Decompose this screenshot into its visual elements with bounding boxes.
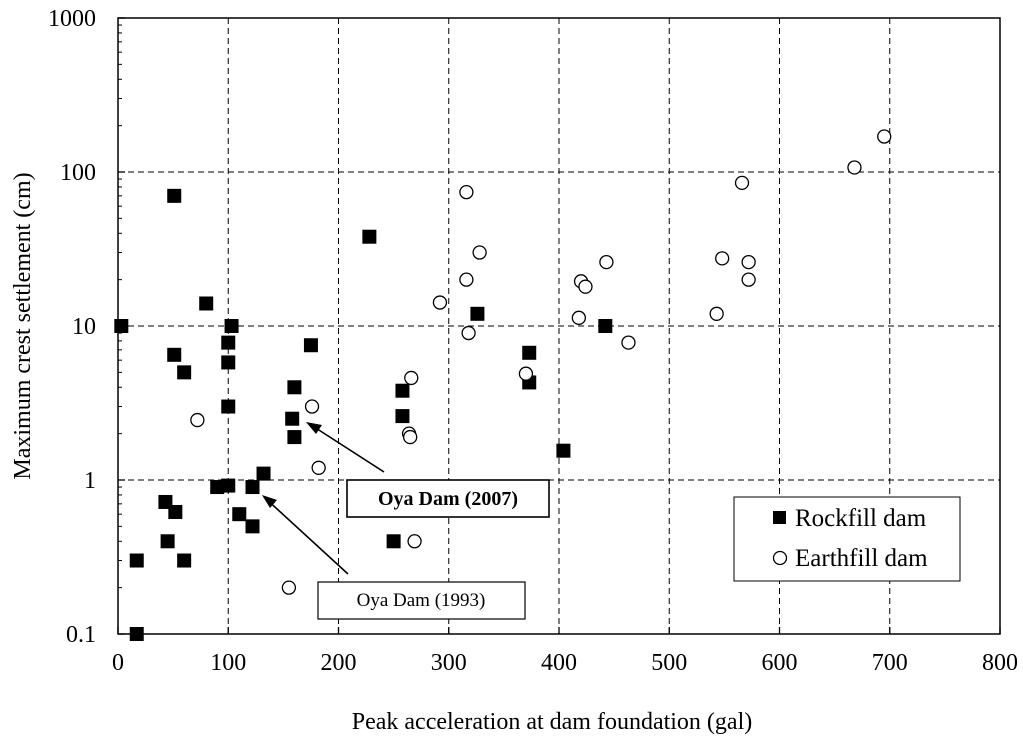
- earthfill-point: [407, 534, 422, 549]
- rockfill-point: [210, 480, 225, 495]
- rockfill-point: [470, 306, 485, 321]
- rockfill-point: [232, 507, 247, 522]
- earthfill-point: [709, 306, 724, 321]
- annotation-arrow-1993: [263, 496, 349, 575]
- rockfill-point: [522, 345, 537, 360]
- rockfill-point: [167, 347, 182, 362]
- x-tick-label: 400: [541, 650, 577, 676]
- earthfill-point: [404, 370, 419, 386]
- earthfill-point: [734, 175, 750, 191]
- rockfill-point: [129, 553, 144, 568]
- y-tick-label: 100: [60, 160, 96, 186]
- earthfill-point: [432, 295, 448, 310]
- legend: Rockfill dam Earthfill dam: [733, 496, 961, 582]
- rockfill-point: [160, 534, 175, 549]
- earthfill-point: [847, 160, 862, 175]
- rockfill-point: [556, 443, 571, 458]
- rockfill-point: [114, 319, 129, 333]
- annotation-oya-2007: Oya Dam (2007): [306, 422, 550, 518]
- rockfill-point: [129, 627, 144, 641]
- rockfill-point: [221, 335, 236, 350]
- y-tick-label: 1: [84, 468, 96, 494]
- earthfill-point: [877, 129, 892, 144]
- x-tick-label: 100: [210, 650, 246, 676]
- earthfill-point: [281, 580, 297, 595]
- rockfill-point: [168, 504, 183, 519]
- rockfill-point: [177, 365, 192, 380]
- rockfill-point: [177, 553, 192, 568]
- rockfill-point: [221, 478, 236, 493]
- rockfill-point: [245, 480, 260, 495]
- annotation-arrow-2007: [307, 422, 385, 473]
- legend-label-rockfill: Rockfill dam: [795, 505, 927, 532]
- rockfill-point: [221, 399, 236, 414]
- rockfill-point: [245, 519, 260, 534]
- rockfill-point: [167, 188, 182, 203]
- rockfill-point: [598, 319, 613, 333]
- earthfill-point: [304, 399, 320, 414]
- y-tick-label: 10: [72, 314, 96, 340]
- x-tick-labels: 0 100 200 300 400 500 600 700 800: [112, 650, 1018, 676]
- rockfill-point: [199, 296, 214, 311]
- x-axis-title: Peak acceleration at dam foundation (gal…: [352, 709, 753, 735]
- legend-box: [733, 496, 961, 582]
- rockfill-point: [287, 430, 302, 445]
- x-tick-label: 600: [762, 650, 798, 676]
- earthfill-point: [599, 254, 614, 270]
- earthfill-point: [190, 412, 205, 428]
- data-points: [114, 129, 892, 641]
- rockfill-point: [362, 229, 377, 244]
- x-tick-label: 500: [651, 650, 687, 676]
- grid-lines: [118, 18, 1000, 634]
- arrowhead-2007: [306, 422, 322, 434]
- y-tick-label: 0.1: [66, 622, 96, 648]
- earthfill-point: [461, 325, 476, 341]
- earthfill-point: [459, 184, 474, 200]
- legend-marker-rockfill: [773, 511, 786, 524]
- y-axis-title: Maximum crest settlement (cm): [10, 172, 36, 479]
- annotation-label-2007: Oya Dam (2007): [378, 488, 518, 510]
- earthfill-point: [621, 335, 636, 350]
- rockfill-point: [224, 319, 239, 333]
- earthfill-point: [741, 272, 756, 287]
- x-tick-label: 200: [321, 650, 357, 676]
- earthfill-point: [459, 272, 474, 287]
- rockfill-point: [221, 355, 236, 370]
- earthfill-point: [403, 429, 418, 445]
- rockfill-point: [395, 383, 410, 398]
- earthfill-point: [578, 279, 593, 294]
- annotation-box-1993: [317, 581, 526, 620]
- rockfill-point: [285, 411, 300, 426]
- legend-label-earthfill: Earthfill dam: [795, 545, 928, 572]
- earthfill-point: [518, 366, 534, 381]
- legend-marker-earthfill: [772, 550, 788, 566]
- y-tick-label: 1000: [48, 6, 96, 32]
- rockfill-point: [303, 338, 318, 353]
- arrowhead-1993: [262, 495, 277, 508]
- annotation-label-1993: Oya Dam (1993): [357, 590, 486, 611]
- rockfill-point: [256, 466, 271, 481]
- x-tick-label: 800: [982, 650, 1018, 676]
- rockfill-point: [386, 534, 401, 549]
- earthfill-point: [741, 254, 756, 270]
- x-tick-label: 300: [431, 650, 467, 676]
- annotation-box-2007: [346, 479, 550, 518]
- earthfill-point: [472, 245, 487, 260]
- y-tick-labels: 0.1 1 10 100 1000: [48, 6, 96, 648]
- x-tick-label: 0: [112, 650, 124, 676]
- earthfill-point: [715, 251, 730, 266]
- annotation-oya-1993: Oya Dam (1993): [262, 495, 526, 620]
- x-tick-label: 700: [872, 650, 908, 676]
- earthfill-point: [571, 310, 586, 325]
- rockfill-point: [395, 409, 410, 424]
- rockfill-point: [287, 380, 302, 395]
- earthfill-point: [311, 460, 326, 475]
